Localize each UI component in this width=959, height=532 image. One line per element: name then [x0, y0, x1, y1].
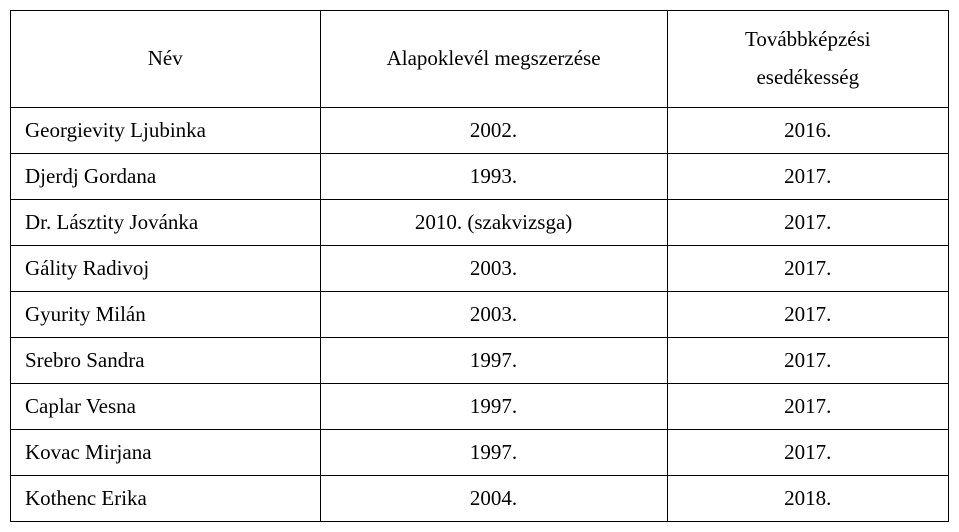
- cell-due: 2017.: [667, 245, 948, 291]
- table-row: Djerdj Gordana 1993. 2017.: [11, 153, 949, 199]
- cell-diploma: 1997.: [320, 383, 667, 429]
- cell-name: Gálity Radivoj: [11, 245, 321, 291]
- cell-name: Kothenc Erika: [11, 475, 321, 521]
- column-header-diploma: Alapoklevél megszerzése: [320, 11, 667, 108]
- column-header-training-line1: Továbbképzési: [682, 21, 934, 59]
- cell-diploma: 1997.: [320, 337, 667, 383]
- table-row: Kovac Mirjana 1997. 2017.: [11, 429, 949, 475]
- cell-diploma: 1993.: [320, 153, 667, 199]
- cell-due: 2017.: [667, 291, 948, 337]
- cell-due: 2016.: [667, 107, 948, 153]
- cell-due: 2017.: [667, 199, 948, 245]
- cell-name: Georgievity Ljubinka: [11, 107, 321, 153]
- cell-name: Srebro Sandra: [11, 337, 321, 383]
- cell-due: 2017.: [667, 429, 948, 475]
- table-row: Georgievity Ljubinka 2002. 2016.: [11, 107, 949, 153]
- cell-diploma: 2003.: [320, 291, 667, 337]
- table-row: Kothenc Erika 2004. 2018.: [11, 475, 949, 521]
- cell-name: Dr. Lásztity Jovánka: [11, 199, 321, 245]
- column-header-training-due: Továbbképzési esedékesség: [667, 11, 948, 108]
- training-table: Név Alapoklevél megszerzése Továbbképzés…: [10, 10, 949, 522]
- table-row: Caplar Vesna 1997. 2017.: [11, 383, 949, 429]
- cell-due: 2017.: [667, 337, 948, 383]
- table-row: Gálity Radivoj 2003. 2017.: [11, 245, 949, 291]
- cell-diploma: 2010. (szakvizsga): [320, 199, 667, 245]
- table-row: Gyurity Milán 2003. 2017.: [11, 291, 949, 337]
- cell-due: 2017.: [667, 383, 948, 429]
- cell-due: 2017.: [667, 153, 948, 199]
- table-row: Dr. Lásztity Jovánka 2010. (szakvizsga) …: [11, 199, 949, 245]
- table-row: Srebro Sandra 1997. 2017.: [11, 337, 949, 383]
- cell-name: Kovac Mirjana: [11, 429, 321, 475]
- cell-diploma: 2002.: [320, 107, 667, 153]
- cell-name: Gyurity Milán: [11, 291, 321, 337]
- cell-name: Djerdj Gordana: [11, 153, 321, 199]
- cell-diploma: 2004.: [320, 475, 667, 521]
- cell-due: 2018.: [667, 475, 948, 521]
- cell-diploma: 2003.: [320, 245, 667, 291]
- cell-diploma: 1997.: [320, 429, 667, 475]
- cell-name: Caplar Vesna: [11, 383, 321, 429]
- column-header-training-line2: esedékesség: [682, 59, 934, 97]
- column-header-name: Név: [11, 11, 321, 108]
- table-header-row: Név Alapoklevél megszerzése Továbbképzés…: [11, 11, 949, 108]
